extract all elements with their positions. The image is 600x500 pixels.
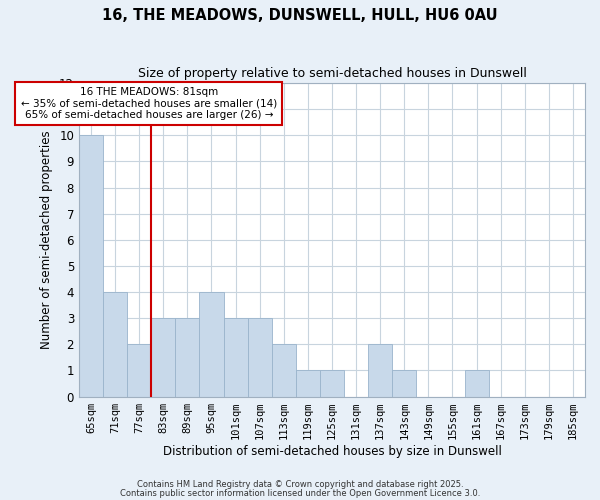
X-axis label: Distribution of semi-detached houses by size in Dunswell: Distribution of semi-detached houses by … bbox=[163, 444, 502, 458]
Text: Contains public sector information licensed under the Open Government Licence 3.: Contains public sector information licen… bbox=[120, 488, 480, 498]
Bar bbox=[464, 370, 488, 396]
Bar bbox=[248, 318, 272, 396]
Bar bbox=[127, 344, 151, 397]
Bar bbox=[199, 292, 224, 397]
Bar bbox=[392, 370, 416, 396]
Title: Size of property relative to semi-detached houses in Dunswell: Size of property relative to semi-detach… bbox=[137, 68, 526, 80]
Bar bbox=[320, 370, 344, 396]
Bar bbox=[79, 136, 103, 396]
Bar bbox=[151, 318, 175, 396]
Y-axis label: Number of semi-detached properties: Number of semi-detached properties bbox=[40, 130, 53, 349]
Bar bbox=[272, 344, 296, 397]
Text: Contains HM Land Registry data © Crown copyright and database right 2025.: Contains HM Land Registry data © Crown c… bbox=[137, 480, 463, 489]
Text: 16, THE MEADOWS, DUNSWELL, HULL, HU6 0AU: 16, THE MEADOWS, DUNSWELL, HULL, HU6 0AU bbox=[102, 8, 498, 22]
Bar bbox=[103, 292, 127, 397]
Bar bbox=[296, 370, 320, 396]
Text: 16 THE MEADOWS: 81sqm
← 35% of semi-detached houses are smaller (14)
65% of semi: 16 THE MEADOWS: 81sqm ← 35% of semi-deta… bbox=[20, 87, 277, 120]
Bar bbox=[224, 318, 248, 396]
Bar bbox=[368, 344, 392, 397]
Bar bbox=[175, 318, 199, 396]
